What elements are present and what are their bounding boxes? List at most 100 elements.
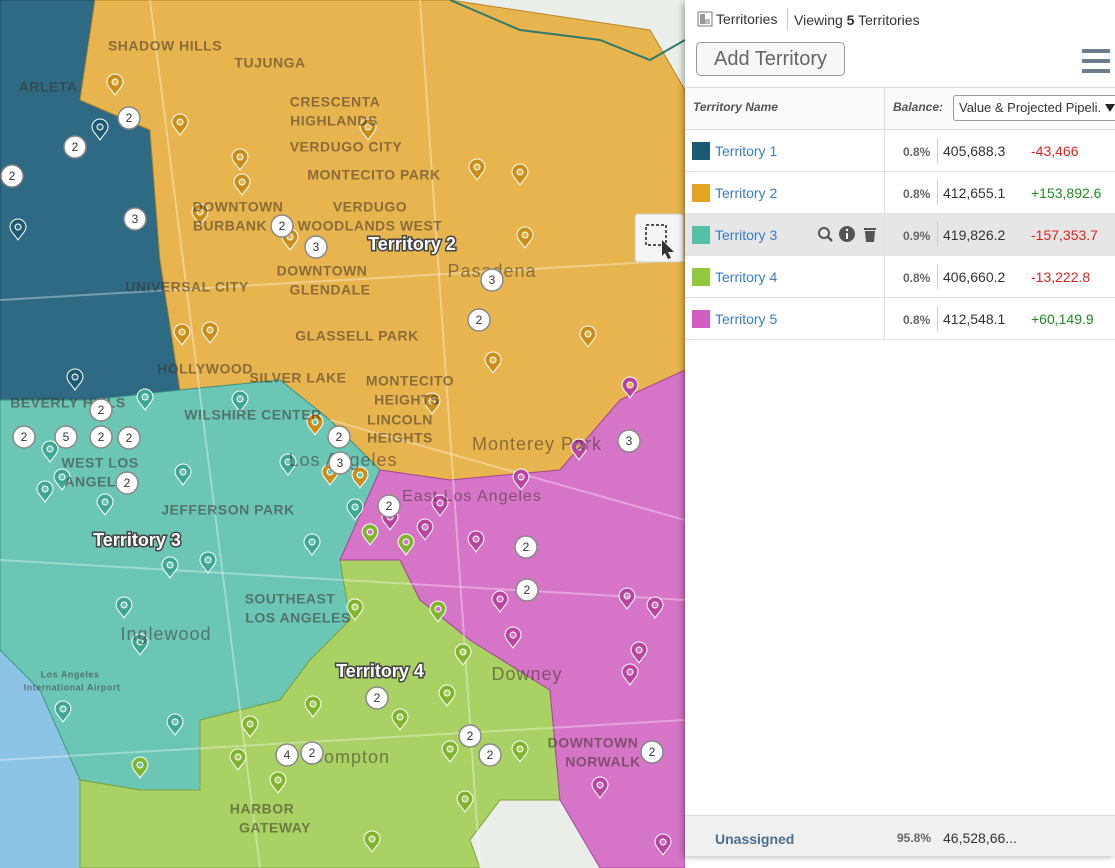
viewing-count: 5 [846,12,855,28]
unassigned-share: 95.8% [897,831,932,845]
map-pin [456,790,474,813]
map-pin [231,390,249,413]
territory-row[interactable]: Territory 4 0.8% 406,660.2 -13,222.8 [685,256,1115,298]
cluster-count: 2 [126,431,133,445]
map-pin [654,833,672,856]
map-pin [346,598,364,621]
cluster-badge [327,425,351,449]
map-pin [516,226,534,249]
territory-share: 0.8% [903,271,931,285]
territory-value: 412,548.1 [943,311,1006,327]
info-icon[interactable] [839,226,855,242]
map-pin [41,440,59,463]
map-pin [491,590,509,613]
map-pin [115,596,133,619]
territory-name[interactable]: Territory 3 [715,227,778,243]
menu-button[interactable] [1082,49,1110,73]
map-pin [306,413,324,436]
place-label: HARBOR [230,801,294,817]
viewing-prefix: Viewing [794,12,843,28]
place-label: Los Angeles [41,669,100,679]
territory-balance: -43,466 [1031,143,1079,159]
map-pin [229,748,247,771]
territory-swatch [692,310,710,328]
zoom-icon[interactable] [818,227,833,242]
territory-label: Territory 3 [93,530,181,550]
cluster-badge [115,471,139,495]
map-pin [591,776,609,799]
divider [937,306,938,331]
cluster-badge [270,214,294,238]
place-label: Compton [310,747,390,767]
row-actions[interactable] [816,225,880,245]
map-pin [511,163,529,186]
place-label: GATEWAY [239,820,311,836]
territory-row[interactable]: Territory 5 0.8% 412,548.1 +60,149.9 [685,298,1115,340]
territory-share: 0.8% [903,187,931,201]
map-pin [361,523,379,546]
divider [937,222,938,247]
place-label: VERDUGO [333,199,407,215]
territory-row[interactable]: Territory 3 0.9% 419,826.2 -157,353.7 [685,214,1115,256]
cluster-count: 3 [626,434,633,448]
place-label: Inglewood [120,624,211,644]
territory-row[interactable]: Territory 1 0.8% 405,688.3 -43,466 [685,130,1115,172]
map-pin [621,663,639,686]
road [419,0,481,868]
balance-select[interactable]: Value & Projected Pipeli. [953,95,1115,121]
cluster-count: 2 [309,746,316,760]
cluster-badge [617,429,641,453]
cluster-count: 2 [9,169,16,183]
cluster-count: 2 [524,583,531,597]
divider [884,298,885,339]
delete-icon[interactable] [864,228,876,242]
place-label: ARLETA [19,79,78,95]
map-pin [269,771,287,794]
cluster-count: 2 [98,403,105,417]
territory-name[interactable]: Territory 4 [715,269,778,285]
unassigned-row: Unassigned 95.8% 46,528,66... [685,815,1115,856]
map-pin [397,533,415,556]
map-pin [173,323,191,346]
cluster-badge [117,426,141,450]
place-label: HEIGHTS [374,392,440,408]
map-pin [429,600,447,623]
territory-row[interactable]: Territory 2 0.8% 412,655.1 +153,892.6 [685,172,1115,214]
map-pin [454,643,472,666]
cluster-count: 2 [386,499,393,513]
divider [937,138,938,163]
cluster-count: 2 [21,430,28,444]
map-pin [174,463,192,486]
place-label: GLASSELL PARK [295,328,418,344]
map-pin [351,466,369,489]
place-label: HOLLYWOOD [157,361,253,377]
territory-swatch [692,268,710,286]
map-pin [467,530,485,553]
map-pin [66,368,84,391]
map-pin [416,518,434,541]
territories-icon [697,11,713,27]
cluster-count: 3 [313,240,320,254]
add-territory-button[interactable]: Add Territory [696,42,845,76]
map-pin [441,740,459,763]
divider [884,214,885,255]
map-pin [131,756,149,779]
place-label: WILSHIRE CENTER [184,407,321,423]
territory-name[interactable]: Territory 5 [715,311,778,327]
cluster-count: 2 [487,748,494,762]
map-pin [579,325,597,348]
territory-name[interactable]: Territory 2 [715,185,778,201]
cluster-count: 4 [284,748,291,762]
unassigned-name: Unassigned [715,831,795,847]
territory-swatch [692,142,710,160]
map-pin [54,700,72,723]
territory-name[interactable]: Territory 1 [715,143,778,159]
place-label: SILVER LAKE [249,370,346,386]
cluster-badge [54,425,78,449]
viewing-text: Viewing 5 Territories [794,12,920,28]
selection-tool[interactable] [634,213,684,263]
cluster-count: 2 [467,729,474,743]
map-pin [166,713,184,736]
place-label: MONTECITO [366,373,454,389]
